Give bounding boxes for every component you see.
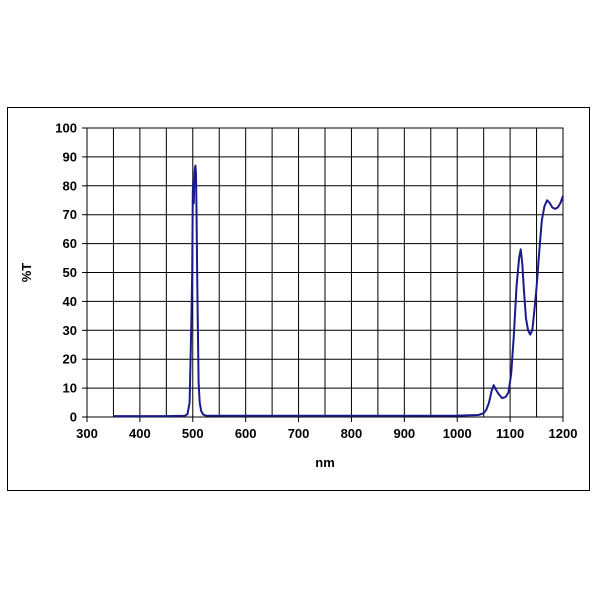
y-tick-label: 80 (63, 178, 77, 193)
transmission-chart: 300 400 500 600 700 800 900 1000 1100 1200 0 10 20 30… (19, 121, 577, 471)
y-tick-label: 90 (63, 149, 77, 164)
x-tick-label: 600 (235, 426, 257, 441)
x-tick-label: 400 (129, 426, 151, 441)
ticks: 300 400 500 600 700 800 900 1000 1100 1200 0 10 20 30… (55, 121, 577, 442)
x-tick-label: 900 (393, 426, 415, 441)
y-tick-label: 40 (63, 294, 77, 309)
x-tick-label: 1200 (549, 426, 578, 441)
x-axis-label: nm (315, 455, 335, 470)
transmission-line (113, 164, 564, 418)
y-tick-label: 60 (63, 236, 77, 251)
y-tick-label: 10 (63, 381, 77, 396)
x-tick-label: 700 (288, 426, 310, 441)
series-group (113, 164, 564, 418)
y-tick-label: 0 (70, 410, 77, 425)
y-tick-label: 100 (55, 121, 77, 136)
x-tick-label: 500 (182, 426, 204, 441)
grid (87, 128, 563, 417)
y-axis-label: %T (19, 263, 34, 283)
x-tick-label: 800 (341, 426, 363, 441)
x-tick-label: 300 (76, 426, 98, 441)
y-tick-label: 20 (63, 352, 77, 367)
chart-frame: 300 400 500 600 700 800 900 1000 1100 1200 0 10 20 30… (7, 107, 590, 491)
y-tick-label: 30 (63, 323, 77, 338)
x-tick-label: 1100 (496, 426, 524, 441)
y-tick-label: 70 (63, 207, 77, 222)
y-tick-label: 50 (63, 265, 77, 280)
x-tick-label: 1000 (443, 426, 472, 441)
